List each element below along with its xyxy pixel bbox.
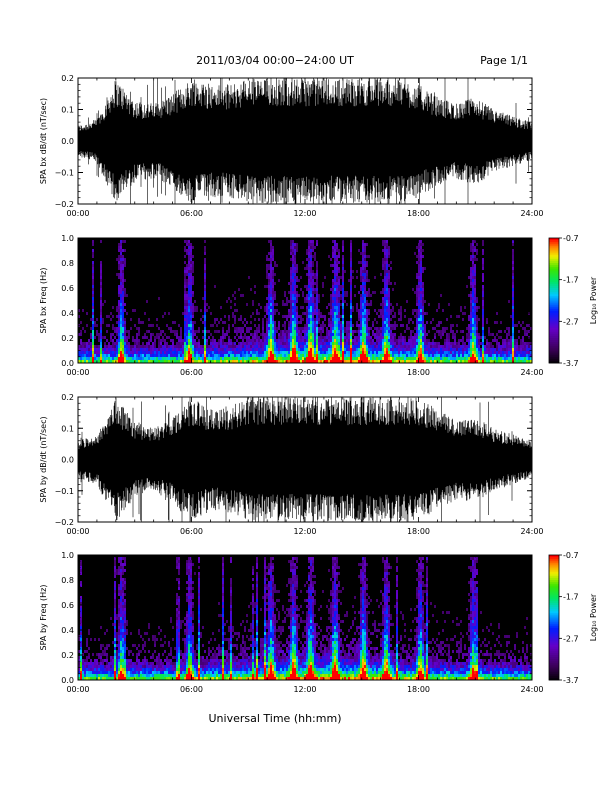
x-tick-label: 00:00 bbox=[66, 685, 89, 694]
y-tick-label: −0.1 bbox=[55, 169, 74, 178]
y-tick-label: −0.2 bbox=[55, 518, 74, 527]
x-axis-label: Universal Time (hh:mm) bbox=[209, 712, 342, 725]
x-tick-label: 24:00 bbox=[520, 209, 543, 218]
x-tick-label: 18:00 bbox=[407, 209, 430, 218]
colorbar: -0.7 -1.7 -2.7 -3.7 Log₁₀ Power bbox=[548, 234, 598, 368]
x-tick-label: 06:00 bbox=[180, 368, 203, 377]
waveform-trace bbox=[78, 397, 532, 522]
colorbar-tick-label: -1.7 bbox=[563, 276, 579, 285]
colorbar-label: Log₁₀ Power bbox=[589, 276, 598, 324]
y-tick-label: 0.2 bbox=[61, 393, 74, 402]
panels: 0.20.10.0−0.1−0.200:00 06:00 12:00 18:00 24:… bbox=[39, 74, 544, 694]
y-axis-label: SPA by dB/dt (nT/sec) bbox=[39, 416, 48, 502]
x-tick-label: 12:00 bbox=[293, 527, 316, 536]
y-tick-label: 1.0 bbox=[61, 234, 74, 243]
y-tick-label: 0.0 bbox=[61, 456, 74, 465]
y-tick-label: 0.8 bbox=[61, 576, 74, 585]
y-tick-label: −0.2 bbox=[55, 200, 74, 209]
x-tick-label: 24:00 bbox=[520, 368, 543, 377]
y-tick-label: 0.8 bbox=[61, 259, 74, 268]
colorbar: -0.7 -1.7 -2.7 -3.7 Log₁₀ Power bbox=[548, 551, 598, 685]
y-tick-label: 1.0 bbox=[61, 551, 74, 560]
colorbar-tick-label: -2.7 bbox=[563, 317, 579, 326]
x-tick-label: 00:00 bbox=[66, 527, 89, 536]
y-tick-label: 0.1 bbox=[61, 424, 74, 433]
y-tick-label: 0.0 bbox=[61, 137, 74, 146]
x-tick-label: 00:00 bbox=[66, 209, 89, 218]
y-tick-label: 0.6 bbox=[61, 601, 74, 610]
y-tick-label: 0.0 bbox=[61, 359, 74, 368]
x-tick-label: 06:00 bbox=[180, 527, 203, 536]
colorbar-label: Log₁₀ Power bbox=[589, 593, 598, 641]
figure-title: 2011/03/04 00:00−24:00 UT bbox=[196, 54, 354, 67]
colorbar-tick-label: -2.7 bbox=[563, 634, 579, 643]
y-tick-label: 0.6 bbox=[61, 284, 74, 293]
x-tick-label: 00:00 bbox=[66, 368, 89, 377]
waveform-trace bbox=[78, 78, 532, 204]
y-tick-label: 0.1 bbox=[61, 106, 74, 115]
y-axis-label: SPA bx dB/dt (nT/sec) bbox=[39, 98, 48, 184]
y-tick-label: 0.0 bbox=[61, 676, 74, 685]
x-tick-label: 12:00 bbox=[293, 209, 316, 218]
by-waveform-panel: 0.2 0.1 0.0 −0.1 −0.200:00 06:00 12:00 18:00 24:… bbox=[39, 393, 544, 536]
x-tick-label: 06:00 bbox=[180, 209, 203, 218]
spectrogram-cells bbox=[78, 557, 532, 680]
colorbar-tick-label: -3.7 bbox=[563, 676, 579, 685]
page-indicator: Page 1/1 bbox=[480, 54, 528, 67]
y-tick-label: 0.2 bbox=[61, 334, 74, 343]
colorbar-tick-label: -1.7 bbox=[563, 593, 579, 602]
y-axis-label: SPA bx Freq (Hz) bbox=[39, 268, 48, 334]
bx-waveform-panel: 0.2 0.1 0.0 −0.1 −0.200:00 06:00 12:00 18:00 24:… bbox=[39, 74, 544, 218]
y-tick-label: 0.2 bbox=[61, 74, 74, 83]
y-tick-label: 0.2 bbox=[61, 651, 74, 660]
y-tick-label: −0.1 bbox=[55, 487, 74, 496]
colorbar-tick-label: -3.7 bbox=[563, 359, 579, 368]
x-tick-label: 24:00 bbox=[520, 527, 543, 536]
x-tick-label: 18:00 bbox=[407, 685, 430, 694]
x-tick-label: 06:00 bbox=[180, 685, 203, 694]
spectrogram-cells bbox=[78, 240, 532, 363]
bx-spectrogram-panel: 1.0 0.8 0.6 0.4 0.2 0.000:00 06:00 12:00 18:00 24… bbox=[39, 234, 544, 377]
y-tick-label: 0.4 bbox=[61, 626, 74, 635]
y-tick-label: 0.4 bbox=[61, 309, 74, 318]
x-tick-label: 18:00 bbox=[407, 368, 430, 377]
by-spectrogram-panel: 1.0 0.8 0.6 0.4 0.2 0.000:00 06:00 12:00 18:00 24… bbox=[39, 551, 544, 694]
x-tick-label: 18:00 bbox=[407, 527, 430, 536]
colorbar-tick-label: -0.7 bbox=[563, 234, 579, 243]
colorbar-tick-label: -0.7 bbox=[563, 551, 579, 560]
x-tick-label: 12:00 bbox=[293, 685, 316, 694]
x-tick-label: 24:00 bbox=[520, 685, 543, 694]
y-axis-label: SPA by Freq (Hz) bbox=[39, 585, 48, 651]
x-tick-label: 12:00 bbox=[293, 368, 316, 377]
